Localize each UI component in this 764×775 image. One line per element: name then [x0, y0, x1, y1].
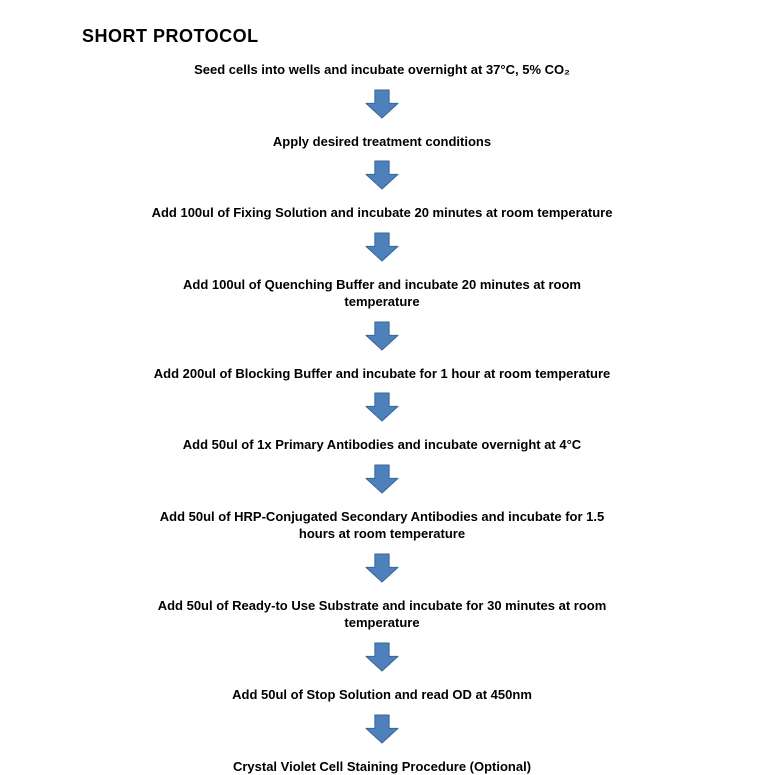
arrow-down-icon: [365, 392, 399, 422]
arrow-down-icon: [365, 553, 399, 583]
flowchart: Seed cells into wells and incubate overn…: [0, 61, 764, 775]
flow-arrow: [365, 232, 399, 262]
arrow-down-icon: [365, 464, 399, 494]
arrow-down-icon: [365, 160, 399, 190]
flow-arrow: [365, 553, 399, 583]
flow-step: Add 100ul of Quenching Buffer and incuba…: [183, 276, 581, 311]
flow-arrow: [365, 714, 399, 744]
flow-step: Add 100ul of Fixing Solution and incubat…: [152, 204, 613, 222]
arrow-down-icon: [365, 232, 399, 262]
flow-arrow: [365, 392, 399, 422]
arrow-down-icon: [365, 321, 399, 351]
flow-arrow: [365, 464, 399, 494]
flow-step: Add 200ul of Blocking Buffer and incubat…: [154, 365, 611, 383]
flow-step: Apply desired treatment conditions: [273, 133, 491, 151]
flow-step: Crystal Violet Cell Staining Procedure (…: [233, 758, 531, 775]
flow-arrow: [365, 89, 399, 119]
flow-arrow: [365, 642, 399, 672]
arrow-down-icon: [365, 714, 399, 744]
flow-step: Seed cells into wells and incubate overn…: [194, 61, 570, 79]
flow-step: Add 50ul of Stop Solution and read OD at…: [232, 686, 532, 704]
arrow-down-icon: [365, 89, 399, 119]
flow-step: Add 50ul of 1x Primary Antibodies and in…: [183, 436, 581, 454]
arrow-down-icon: [365, 642, 399, 672]
flow-step: Add 50ul of Ready-to Use Substrate and i…: [158, 597, 607, 632]
flow-arrow: [365, 321, 399, 351]
flow-step: Add 50ul of HRP-Conjugated Secondary Ant…: [160, 508, 604, 543]
flow-arrow: [365, 160, 399, 190]
protocol-page: SHORT PROTOCOL Seed cells into wells and…: [0, 0, 764, 775]
page-title: SHORT PROTOCOL: [82, 26, 764, 47]
